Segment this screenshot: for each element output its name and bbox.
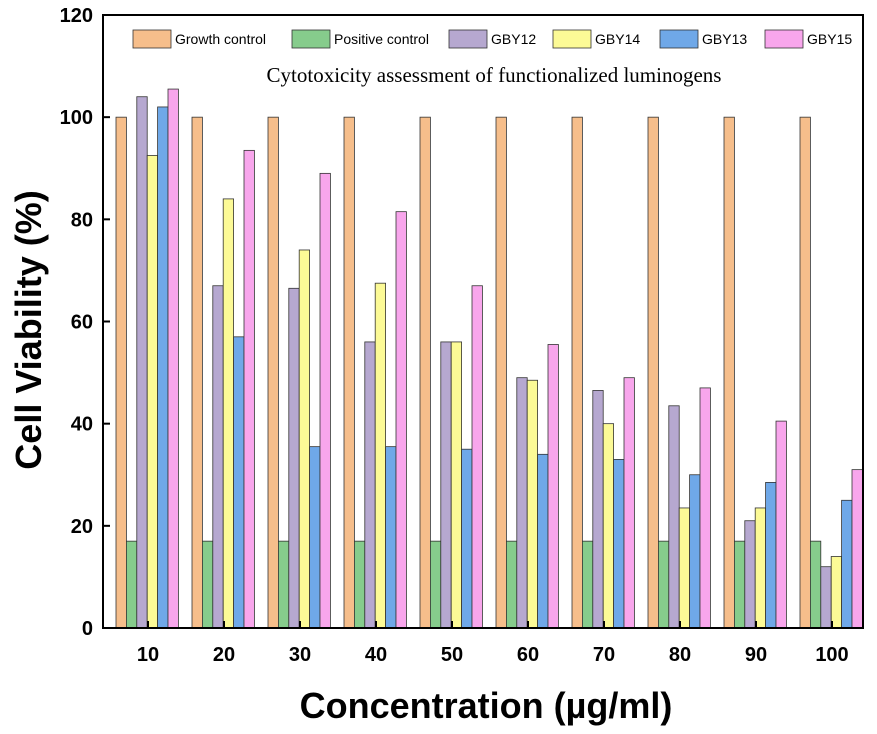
bar-growth-control-20	[191, 116, 203, 629]
x-tick-label: 50	[441, 644, 463, 666]
bar-gby15-80	[699, 387, 711, 629]
bar-growth-control-80	[647, 116, 659, 629]
bar-gby12-70	[592, 390, 604, 629]
bar-positive-control-80	[658, 540, 670, 629]
y-tick-label: 120	[60, 5, 93, 27]
y-tick-label: 100	[60, 107, 93, 129]
y-tick-label: 60	[71, 312, 93, 334]
legend: Growth control Positive control GBY12 GBY14…	[132, 29, 852, 49]
x-axis-title: Concentration (µg/ml)	[300, 685, 673, 726]
bar-gby15-10	[167, 88, 179, 629]
bar-gby13-60	[537, 453, 549, 629]
bar-gby12-30	[288, 287, 300, 629]
bar-growth-control-50	[419, 116, 431, 629]
bar-gby14-80	[678, 507, 691, 629]
bar-positive-control-20	[201, 540, 214, 629]
y-tick-label: 0	[82, 618, 93, 640]
legend-swatch-positive-control	[291, 29, 331, 49]
bar-gby15-20	[243, 149, 255, 629]
bar-gby14-60	[526, 379, 539, 629]
x-tick-label: 90	[745, 644, 767, 666]
bar-gby14-30	[298, 249, 311, 629]
bar-gby12-20	[212, 285, 224, 629]
bar-gby13-70	[613, 459, 625, 629]
legend-swatch-gby14	[552, 29, 592, 49]
bar-gby13-30	[309, 446, 321, 629]
x-tick-label: 30	[289, 644, 311, 666]
bar-growth-control-10	[115, 116, 127, 629]
bar-gby14-20	[222, 198, 234, 629]
axes-group: 0 20 40 60 80 100 120 10 20 30 40 50 60 70 80 90 100	[60, 5, 849, 666]
bar-gby15-40	[395, 211, 407, 629]
legend-swatch-gby12	[448, 29, 488, 49]
bar-gby15-100	[851, 469, 863, 629]
bar-positive-control-60	[505, 540, 518, 629]
bar-gby12-50	[440, 341, 452, 629]
bar-growth-control-30	[267, 116, 279, 629]
bar-growth-control-100	[799, 116, 811, 629]
bar-positive-control-30	[277, 540, 290, 629]
x-tick-label: 100	[815, 644, 848, 666]
bar-gby13-20	[233, 336, 245, 629]
bar-gby13-100	[841, 499, 853, 629]
bar-gby12-60	[516, 377, 528, 629]
bar-gby12-40	[364, 341, 376, 629]
y-tick-label: 80	[71, 209, 93, 231]
legend-swatch-growth-control	[132, 29, 172, 49]
legend-label-gby13: GBY13	[702, 31, 747, 47]
bar-growth-control-70	[571, 116, 583, 629]
x-tick-label: 70	[593, 644, 615, 666]
bar-gby14-40	[374, 282, 387, 629]
chart-title: Cytotoxicity assessment of functionalize…	[267, 63, 722, 87]
bar-positive-control-50	[429, 540, 442, 629]
bar-gby12-80	[668, 405, 680, 629]
legend-label-gby12: GBY12	[491, 31, 536, 47]
legend-label-gby15: GBY15	[807, 31, 852, 47]
x-tick-label: 60	[517, 644, 539, 666]
legend-swatch-gby13	[659, 29, 699, 49]
bar-gby15-90	[775, 420, 787, 629]
bar-gby14-70	[602, 423, 615, 629]
bar-gby13-40	[385, 446, 397, 629]
bar-positive-control-10	[126, 540, 138, 629]
x-tick-label: 40	[365, 644, 387, 666]
bar-gby14-100	[830, 556, 843, 629]
legend-label-positive-control: Positive control	[334, 31, 429, 47]
x-tick-label: 80	[669, 644, 691, 666]
bar-positive-control-100	[810, 540, 822, 629]
bar-growth-control-40	[343, 116, 355, 629]
bar-positive-control-90	[734, 540, 746, 629]
bar-positive-control-40	[353, 540, 366, 629]
legend-label-growth-control: Growth control	[175, 31, 266, 47]
bar-gby12-90	[744, 520, 756, 629]
bar-gby13-50	[461, 448, 473, 629]
bar-gby13-90	[765, 482, 777, 629]
bar-gby12-100	[820, 566, 832, 629]
bar-growth-control-60	[495, 116, 507, 629]
bar-positive-control-70	[582, 540, 594, 629]
bars-group	[115, 88, 863, 629]
x-tick-label: 10	[137, 644, 159, 666]
y-axis-title: Cell Viability (%)	[8, 190, 49, 469]
legend-label-gby14: GBY14	[595, 31, 640, 47]
bar-gby15-60	[547, 344, 559, 629]
bar-gby15-30	[319, 172, 331, 629]
bar-gby13-10	[157, 106, 169, 629]
bar-growth-control-90	[723, 116, 735, 629]
x-tick-label: 20	[213, 644, 235, 666]
legend-swatch-gby15	[764, 29, 804, 49]
bar-gby14-50	[450, 341, 463, 629]
bar-gby14-10	[146, 155, 158, 629]
bar-gby12-10	[136, 96, 148, 629]
bar-gby14-90	[754, 507, 767, 629]
bar-gby15-50	[471, 285, 483, 629]
bar-gby15-70	[623, 377, 635, 629]
y-tick-label: 20	[71, 516, 93, 538]
y-tick-label: 40	[71, 414, 93, 436]
bar-gby13-80	[689, 474, 701, 629]
